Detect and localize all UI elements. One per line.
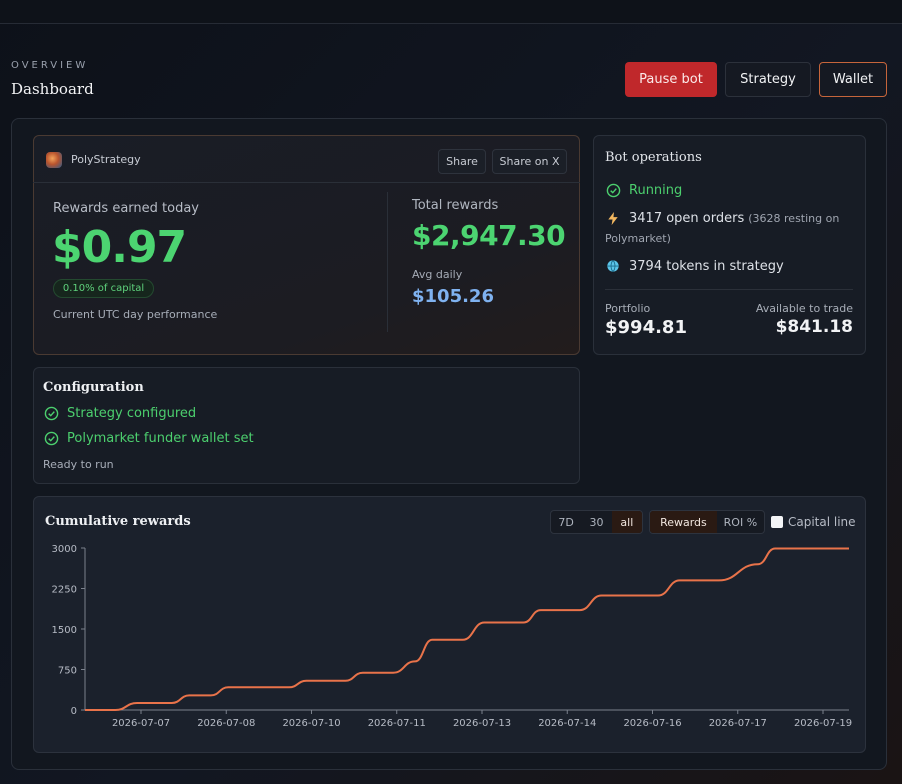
x-tick-label: 2026-07-16 xyxy=(623,718,681,729)
total-rewards-label: Total rewards xyxy=(412,198,499,213)
y-tick-label: 0 xyxy=(71,706,77,717)
rewards-today-value: $0.97 xyxy=(52,222,187,273)
range-all-button[interactable]: all xyxy=(611,511,642,533)
configuration-title: Configuration xyxy=(43,380,144,395)
x-tick-label: 2026-07-07 xyxy=(112,718,170,729)
check-circle-icon xyxy=(43,430,59,446)
config-item-label: Polymarket funder wallet set xyxy=(67,430,254,446)
capital-percent-badge: 0.10% of capital xyxy=(53,279,154,298)
range-7d-button[interactable]: 7D xyxy=(558,515,574,529)
config-status: Ready to run xyxy=(43,458,114,471)
lightning-icon xyxy=(605,210,621,226)
y-tick-label: 2250 xyxy=(52,585,77,596)
pause-bot-button[interactable]: Pause bot xyxy=(625,62,717,97)
strategy-button[interactable]: Strategy xyxy=(725,62,811,97)
polystrategy-logo-icon xyxy=(46,152,62,168)
capital-line-toggle[interactable]: Capital line xyxy=(771,515,856,529)
bot-operations-title: Bot operations xyxy=(605,150,702,165)
tokens-row: 3794 tokens in strategy xyxy=(605,258,784,274)
capital-line-label: Capital line xyxy=(788,515,856,529)
portfolio-value: $994.81 xyxy=(605,317,687,338)
rewards-today-label: Rewards earned today xyxy=(53,201,199,216)
config-item: Strategy configured xyxy=(43,405,196,421)
capital-line-checkbox[interactable] xyxy=(771,516,783,528)
portfolio-label: Portfolio xyxy=(605,302,651,315)
chart-title: Cumulative rewards xyxy=(45,514,191,529)
bot-operations-card xyxy=(593,135,866,355)
rewards-card-divider xyxy=(33,182,580,183)
open-orders-row: 3417 open orders (3628 resting on xyxy=(605,210,839,226)
check-circle-icon xyxy=(605,182,621,198)
resting-orders-note: (3628 resting on xyxy=(748,211,840,225)
x-tick-label: 2026-07-14 xyxy=(538,718,596,729)
metric-roi-button[interactable]: ROI % xyxy=(723,515,758,529)
brand-name: PolyStrategy xyxy=(71,153,141,166)
share-on-x-button[interactable]: Share on X xyxy=(492,149,567,174)
metric-rewards-button[interactable]: Rewards xyxy=(650,511,717,533)
configuration-card xyxy=(33,367,580,484)
check-circle-icon xyxy=(43,405,59,421)
resting-orders-note-cont: Polymarket) xyxy=(605,232,671,245)
x-tick-label: 2026-07-08 xyxy=(197,718,255,729)
status-text: Running xyxy=(629,182,683,198)
available-to-trade-value: $841.18 xyxy=(775,317,853,337)
config-item: Polymarket funder wallet set xyxy=(43,430,254,446)
config-item-label: Strategy configured xyxy=(67,405,197,421)
share-button[interactable]: Share xyxy=(438,149,486,174)
cumulative-rewards-line xyxy=(84,547,849,711)
rewards-card xyxy=(33,135,580,355)
wallet-button[interactable]: Wallet xyxy=(819,62,887,97)
open-orders-text: 3417 open orders xyxy=(629,210,745,226)
range-30-button[interactable]: 30 xyxy=(589,515,604,529)
y-tick-label: 750 xyxy=(58,666,77,677)
top-bar xyxy=(0,0,902,24)
x-tick-label: 2026-07-13 xyxy=(453,718,511,729)
total-rewards-value: $2,947.30 xyxy=(412,219,566,252)
avg-daily-value: $105.26 xyxy=(412,286,494,307)
metric-selector: Rewards ROI % xyxy=(649,510,765,534)
y-tick-label: 1500 xyxy=(52,625,77,636)
page-title: Dashboard xyxy=(11,80,94,98)
x-tick-label: 2026-07-11 xyxy=(368,718,426,729)
globe-icon xyxy=(605,258,621,274)
page-eyebrow: OVERVIEW xyxy=(11,60,89,71)
ops-divider xyxy=(605,289,853,290)
rewards-card-vertical-divider xyxy=(387,192,388,332)
utc-day-note: Current UTC day performance xyxy=(53,308,218,321)
status-row: Running xyxy=(605,182,682,198)
avg-daily-label: Avg daily xyxy=(412,268,463,281)
x-tick-label: 2026-07-17 xyxy=(709,718,767,729)
tokens-text: 3794 tokens in strategy xyxy=(629,258,784,274)
cumulative-rewards-chart: 0 750 1500 2250 3000 2026-07-07 2026-07-08 2026… xyxy=(52,544,853,729)
range-selector: 7D 30 all xyxy=(550,510,643,534)
x-tick-label: 2026-07-10 xyxy=(282,718,340,729)
y-tick-label: 3000 xyxy=(52,544,77,555)
x-tick-label: 2026-07-19 xyxy=(794,718,852,729)
available-to-trade-label: Available to trade xyxy=(755,302,853,315)
